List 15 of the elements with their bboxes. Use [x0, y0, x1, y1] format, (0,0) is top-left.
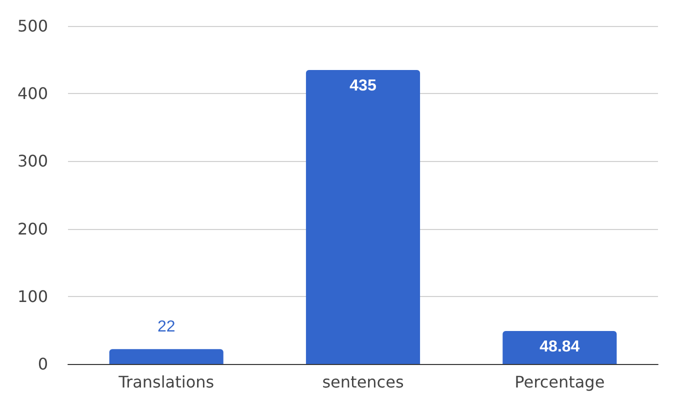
data-label: 435 [350, 77, 376, 94]
y-tick-label: 0 [38, 354, 48, 374]
data-label: 22 [157, 318, 176, 336]
x-tick-label: Percentage [514, 372, 605, 392]
y-tick-label: 200 [17, 219, 48, 238]
y-tick-label: 400 [17, 84, 48, 104]
bar [109, 349, 224, 364]
bar [502, 330, 617, 364]
x-tick-label: sentences [322, 372, 404, 392]
y-tick-label: 100 [17, 286, 48, 306]
y-tick-label: 500 [17, 16, 48, 36]
y-tick-label: 300 [17, 152, 48, 171]
x-tick-label: Translations [118, 372, 214, 392]
data-label: 48.84 [540, 338, 580, 356]
bar [306, 70, 420, 364]
